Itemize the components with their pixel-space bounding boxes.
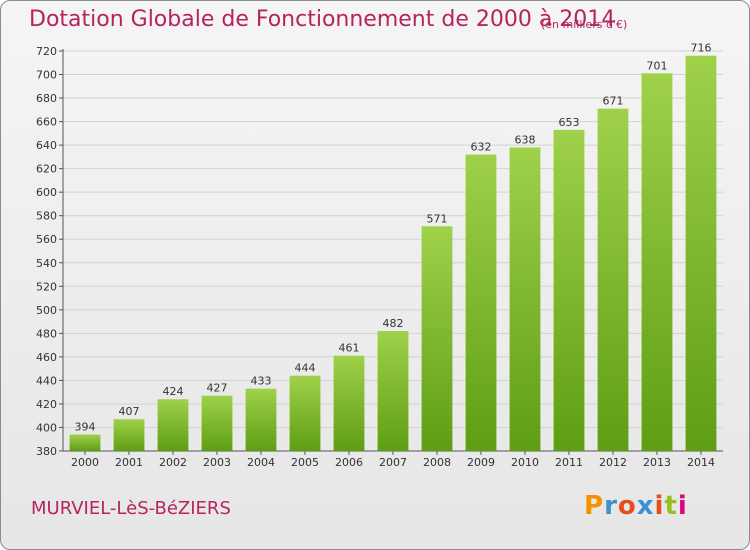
y-tick-label: 440 <box>36 374 57 387</box>
bar <box>465 154 497 451</box>
x-tick-label: 2008 <box>423 456 451 469</box>
chart-title: Dotation Globale de Fonctionnement de 20… <box>29 7 616 32</box>
x-tick-label: 2007 <box>379 456 407 469</box>
y-tick-label: 560 <box>36 233 57 246</box>
labels: 394 407 424 427 433 444 461 482 571 632 638 653 671 7… <box>75 42 712 434</box>
y-tick-label: 580 <box>36 210 57 223</box>
bar-value-label: 444 <box>295 362 316 375</box>
y-tick-label: 620 <box>36 163 57 176</box>
bar-value-label: 433 <box>251 375 272 388</box>
y-tick-label: 420 <box>36 398 57 411</box>
y-tick-label: 400 <box>36 421 57 434</box>
bar-value-label: 632 <box>471 141 492 154</box>
bar <box>553 129 585 451</box>
y-tick-label: 680 <box>36 92 57 105</box>
y-tick-label: 460 <box>36 351 57 364</box>
y-tick-label: 520 <box>36 280 57 293</box>
x-tick-label: 2012 <box>599 456 627 469</box>
x-tick-label: 2001 <box>115 456 143 469</box>
y-tick-label: 480 <box>36 327 57 340</box>
y-tick-label: 660 <box>36 116 57 129</box>
bar-value-label: 424 <box>163 385 184 398</box>
bar-value-label: 427 <box>207 382 228 395</box>
bar-value-label: 716 <box>691 42 712 55</box>
x-tick-label: 2003 <box>203 456 231 469</box>
x-tick-label: 2013 <box>643 456 671 469</box>
y-tick-label: 720 <box>36 45 57 58</box>
bar <box>509 147 541 451</box>
bar-value-label: 482 <box>383 317 404 330</box>
logo-letter: x <box>636 491 655 521</box>
bar <box>685 55 717 452</box>
x-tick-label: 2000 <box>71 456 99 469</box>
proxiti-logo: Proxiti <box>584 491 688 521</box>
bar <box>377 331 409 451</box>
bar <box>333 355 365 451</box>
bar-value-label: 701 <box>647 59 668 72</box>
x-tick-label: 2011 <box>555 456 583 469</box>
bar-value-label: 653 <box>559 116 580 129</box>
bar <box>597 108 629 451</box>
x-tick-label: 2004 <box>247 456 275 469</box>
bar-value-label: 394 <box>75 421 96 434</box>
commune-name: MURVIEL-LèS-BéZIERS <box>31 498 231 519</box>
bar-value-label: 571 <box>427 212 448 225</box>
bar <box>641 73 673 452</box>
x-tick-label: 2010 <box>511 456 539 469</box>
logo-letter: P <box>584 491 605 521</box>
logo-letter: t <box>664 491 678 521</box>
bar-value-label: 671 <box>603 95 624 108</box>
x-tick-label: 2006 <box>335 456 363 469</box>
x-tick-label: 2009 <box>467 456 495 469</box>
logo-letter: i <box>654 491 665 521</box>
chart-unit: (en milliers d'€) <box>541 18 628 31</box>
bar-value-label: 638 <box>515 133 536 146</box>
bar <box>245 388 277 451</box>
logo-letter: r <box>604 491 618 521</box>
bar-value-label: 461 <box>339 342 360 355</box>
y-tick-label: 640 <box>36 139 57 152</box>
y-tick-label: 700 <box>36 69 57 82</box>
y-tick-label: 380 <box>36 445 57 458</box>
bar-value-label: 407 <box>119 405 140 418</box>
bar <box>157 399 189 451</box>
y-tick-label: 540 <box>36 257 57 270</box>
bar <box>69 434 101 451</box>
bar <box>289 375 321 451</box>
y-tick-label: 600 <box>36 186 57 199</box>
bar <box>201 395 233 451</box>
bars <box>69 55 717 452</box>
bar <box>421 226 453 451</box>
logo-letter: o <box>617 491 637 521</box>
x-tick-label: 2002 <box>159 456 187 469</box>
bar <box>113 419 145 451</box>
y-tick-label: 500 <box>36 304 57 317</box>
x-tick-label: 2014 <box>687 456 715 469</box>
logo-letter: i <box>677 491 688 521</box>
x-tick-label: 2005 <box>291 456 319 469</box>
